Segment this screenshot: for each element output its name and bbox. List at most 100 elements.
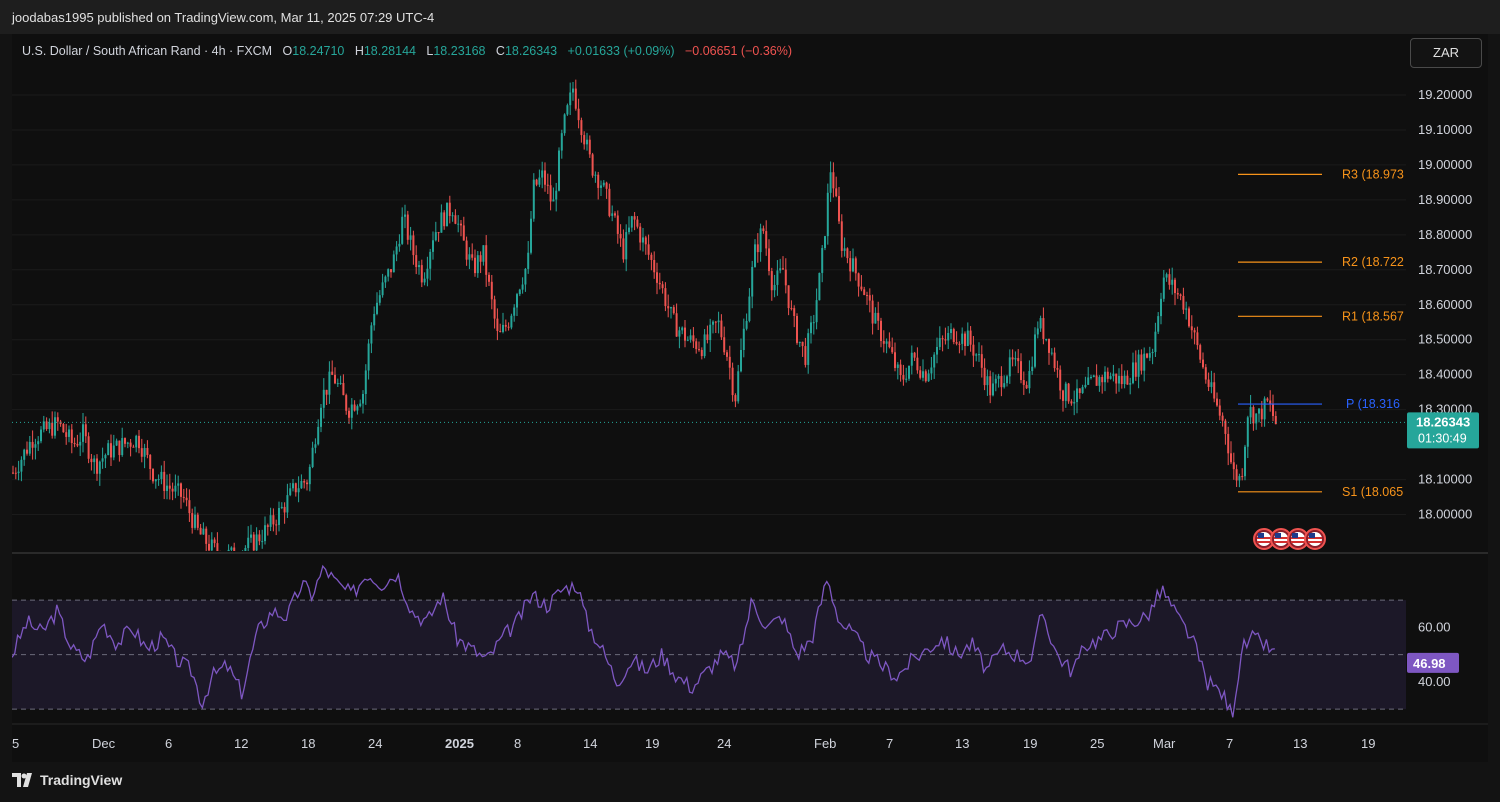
candle-body bbox=[1185, 308, 1188, 310]
candle-body bbox=[840, 221, 843, 251]
candle-body bbox=[1171, 279, 1174, 285]
candle-body bbox=[1260, 408, 1263, 420]
candle-body bbox=[205, 528, 208, 544]
candle-body bbox=[846, 248, 849, 259]
top-bar: joodabas1995 published on TradingView.co… bbox=[0, 0, 1500, 34]
candle-body bbox=[1210, 382, 1213, 387]
candle-body bbox=[73, 443, 76, 445]
candle-body bbox=[731, 367, 734, 396]
candle-body bbox=[482, 245, 485, 262]
candle-body bbox=[552, 199, 555, 202]
candle-body bbox=[247, 537, 250, 548]
candle-body bbox=[936, 346, 938, 355]
candle-body bbox=[619, 233, 622, 239]
candle-body bbox=[398, 243, 401, 247]
candle-body bbox=[216, 543, 219, 551]
candle-body bbox=[689, 335, 692, 340]
candle-body bbox=[748, 296, 751, 321]
candle-body bbox=[695, 341, 698, 350]
time-axis: 5 Dec 6 12 18 24 2025 8 14 19 24 Feb 7 13 19 25 Mar 7 13 19 bbox=[12, 736, 1375, 751]
candle-body bbox=[616, 215, 619, 234]
candle-body bbox=[541, 170, 544, 178]
time-tick-label: 7 bbox=[886, 736, 893, 751]
candle-body bbox=[437, 232, 440, 234]
candle-body bbox=[300, 481, 303, 489]
candle-body bbox=[782, 268, 784, 270]
candle-body bbox=[1235, 469, 1238, 481]
candle-body bbox=[26, 449, 28, 454]
chart-frame[interactable]: R3 (18.973 R2 (18.722 R1 (18.567 P (18.316 S… bbox=[11, 34, 1488, 762]
candle-body bbox=[891, 347, 894, 353]
candle-body bbox=[353, 404, 356, 411]
candle-body bbox=[101, 458, 104, 462]
candle-body bbox=[317, 426, 320, 445]
candle-body bbox=[546, 184, 549, 186]
symbol-title[interactable]: U.S. Dollar / South African Rand · 4h · … bbox=[22, 44, 273, 58]
candle-body bbox=[605, 182, 608, 189]
candle-body bbox=[266, 525, 269, 527]
currency-button[interactable]: ZAR bbox=[1410, 38, 1482, 68]
candle-body bbox=[328, 371, 331, 395]
price-pane[interactable] bbox=[12, 34, 1406, 552]
candle-body bbox=[412, 235, 415, 256]
candle-body bbox=[650, 254, 653, 261]
candle-body bbox=[460, 223, 462, 226]
candle-body bbox=[96, 458, 98, 474]
candle-body bbox=[740, 349, 742, 372]
close-label: C bbox=[495, 44, 505, 58]
us-flag-event-icon[interactable] bbox=[1270, 528, 1292, 550]
candle-body bbox=[614, 213, 616, 216]
candle-body bbox=[720, 320, 723, 338]
flag-canton bbox=[1258, 533, 1264, 538]
candle-body bbox=[367, 343, 370, 371]
candle-body bbox=[423, 278, 426, 283]
candle-body bbox=[488, 274, 490, 282]
chart-svg[interactable]: R3 (18.973 R2 (18.722 R1 (18.567 P (18.316 S… bbox=[11, 34, 1488, 762]
candle-body bbox=[68, 429, 70, 437]
candle-body bbox=[535, 179, 538, 185]
candle-body bbox=[574, 88, 577, 109]
candle-body bbox=[852, 258, 854, 272]
candle-body bbox=[1106, 371, 1109, 379]
candle-body bbox=[1020, 361, 1022, 381]
price-tick-label: 18.10000 bbox=[1418, 472, 1472, 487]
candle-body bbox=[709, 324, 712, 341]
candle-body bbox=[961, 333, 964, 344]
candle-body bbox=[168, 485, 171, 489]
candle-body bbox=[955, 341, 958, 344]
candle-body bbox=[314, 444, 317, 448]
candle-body bbox=[815, 300, 818, 323]
candle-body bbox=[1081, 387, 1084, 393]
candle-body bbox=[1244, 446, 1246, 477]
candle-body bbox=[336, 383, 339, 385]
candle-body bbox=[115, 440, 118, 446]
us-flag-event-icon[interactable] bbox=[1287, 528, 1309, 550]
time-tick-label: 19 bbox=[1361, 736, 1375, 751]
candle-body bbox=[793, 308, 796, 317]
candle-body bbox=[798, 341, 801, 343]
tradingview-logo[interactable]: TradingView bbox=[12, 772, 122, 788]
candle-body bbox=[451, 215, 454, 217]
time-tick-label: 12 bbox=[234, 736, 248, 751]
candle-body bbox=[140, 448, 143, 457]
candle-body bbox=[65, 432, 68, 437]
candle-body bbox=[1196, 332, 1199, 346]
candle-body bbox=[1115, 373, 1118, 384]
price-tick-label: 18.70000 bbox=[1418, 262, 1472, 277]
candle-body bbox=[171, 488, 174, 492]
open-label: O bbox=[282, 44, 293, 58]
candle-body bbox=[734, 395, 737, 402]
candle-body bbox=[952, 329, 955, 342]
us-flag-event-icon[interactable] bbox=[1304, 528, 1326, 550]
candle-body bbox=[810, 322, 812, 334]
candle-body bbox=[345, 395, 348, 411]
candle-body bbox=[1017, 358, 1020, 362]
candle-body bbox=[717, 320, 720, 323]
candle-body bbox=[930, 367, 933, 374]
us-flag-event-icon[interactable] bbox=[1253, 528, 1275, 550]
candle-body bbox=[874, 312, 877, 324]
candle-body bbox=[440, 212, 443, 233]
candle-body bbox=[894, 352, 896, 368]
countdown-timer: 01:30:49 bbox=[1418, 431, 1467, 445]
candle-body bbox=[17, 471, 20, 474]
